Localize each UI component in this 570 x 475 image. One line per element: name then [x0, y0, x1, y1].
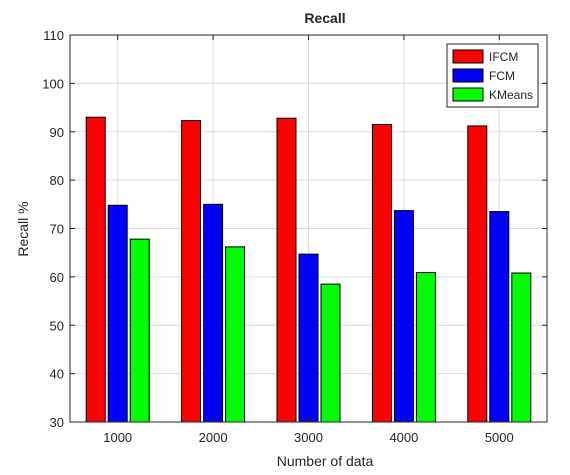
bar-fcm-2000 — [203, 203, 224, 423]
x-tick-label: 3000 — [294, 430, 323, 445]
bar-kmeans-1000 — [129, 238, 150, 423]
bar-fcm-4000 — [393, 210, 414, 423]
y-tick-label: 40 — [50, 367, 64, 382]
chart-title: Recall — [304, 10, 345, 26]
bar-kmeans-4000 — [415, 272, 436, 423]
x-tick-label: 2000 — [199, 430, 228, 445]
bar-ifcm-2000 — [181, 120, 202, 423]
legend-swatch-ifcm — [452, 49, 484, 64]
bar-kmeans-2000 — [225, 246, 246, 423]
legend-label-ifcm: IFCM — [489, 50, 518, 64]
legend-label-fcm: FCM — [489, 69, 515, 83]
bar-ifcm-4000 — [371, 123, 392, 423]
bar-kmeans-3000 — [320, 283, 341, 423]
bar-ifcm-3000 — [276, 117, 297, 423]
legend: IFCM FCM KMeans — [446, 43, 539, 108]
x-tick-label: 1000 — [103, 430, 132, 445]
x-tick-label: 4000 — [389, 430, 418, 445]
axis-ticks: 30 40 50 60 70 80 90 100 110 1000 2000 3000 4000 5000 — [42, 28, 547, 445]
legend-label-kmeans: KMeans — [489, 88, 533, 102]
legend-swatch-kmeans — [452, 87, 484, 102]
bar-ifcm-5000 — [467, 125, 488, 423]
y-tick-label: 110 — [43, 28, 64, 43]
y-tick-label: 90 — [50, 125, 64, 140]
y-axis-label: Recall % — [15, 201, 31, 256]
bar-fcm-1000 — [107, 204, 128, 423]
y-tick-label: 80 — [50, 173, 64, 188]
y-tick-label: 70 — [50, 222, 64, 237]
y-tick-label: 30 — [50, 415, 64, 430]
y-tick-label: 60 — [50, 270, 64, 285]
y-tick-label: 100 — [42, 76, 64, 91]
bar-fcm-3000 — [298, 253, 319, 423]
x-axis-label: Number of data — [277, 453, 374, 469]
y-tick-label: 50 — [50, 318, 64, 333]
x-tick-label: 5000 — [485, 430, 514, 445]
bars — [85, 116, 532, 423]
bar-fcm-5000 — [489, 211, 510, 423]
bar-kmeans-5000 — [511, 272, 532, 423]
bar-ifcm-1000 — [85, 116, 106, 423]
legend-swatch-fcm — [452, 68, 484, 83]
